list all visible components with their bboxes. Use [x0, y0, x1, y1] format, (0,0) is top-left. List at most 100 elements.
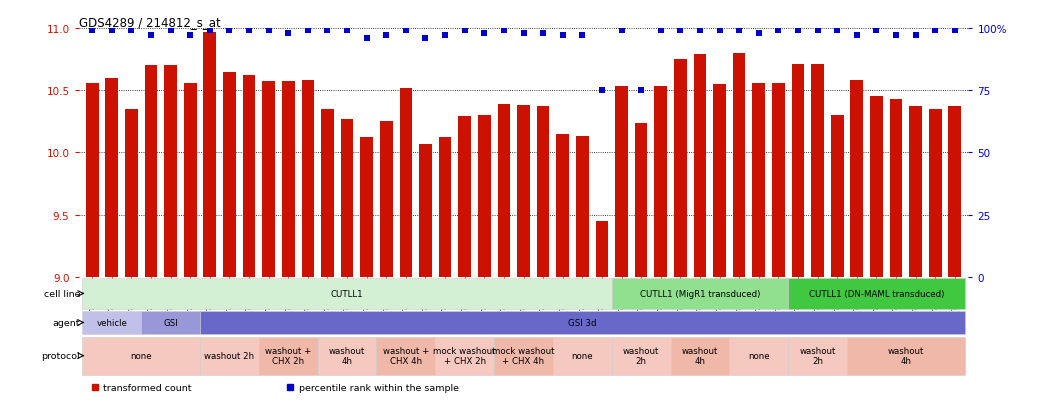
Bar — [83, 311, 141, 334]
Point — [280, 31, 296, 37]
Bar — [654, 87, 667, 277]
Bar — [670, 337, 730, 375]
Point — [378, 33, 395, 40]
Bar — [553, 337, 611, 375]
Bar — [400, 88, 413, 277]
Point — [731, 28, 748, 35]
Bar — [674, 60, 687, 277]
Bar — [850, 81, 863, 277]
Bar — [792, 65, 804, 277]
Bar — [556, 134, 570, 277]
Bar — [576, 137, 588, 277]
Bar — [141, 311, 200, 334]
Bar — [200, 311, 964, 334]
Point — [456, 28, 473, 35]
Bar — [200, 337, 259, 375]
Point — [770, 28, 786, 35]
Bar — [317, 337, 377, 375]
Bar — [497, 104, 510, 277]
Text: cell line: cell line — [44, 289, 80, 298]
Text: GSI 3d: GSI 3d — [569, 318, 597, 327]
Bar — [909, 107, 922, 277]
Point — [692, 28, 709, 35]
Text: none: none — [572, 351, 593, 360]
Point — [711, 28, 728, 35]
Bar — [753, 83, 765, 277]
Bar — [439, 138, 451, 277]
Point — [437, 33, 453, 40]
Point — [829, 28, 846, 35]
Text: washout
4h: washout 4h — [888, 346, 923, 366]
Point — [888, 33, 905, 40]
Bar — [380, 122, 393, 277]
Point — [104, 28, 120, 35]
Bar — [611, 278, 788, 309]
Point — [927, 28, 943, 35]
Text: CUTLL1: CUTLL1 — [331, 289, 363, 298]
Bar — [811, 65, 824, 277]
Point — [594, 88, 610, 94]
Text: washout +
CHX 4h: washout + CHX 4h — [383, 346, 429, 366]
Point — [789, 28, 806, 35]
Bar — [611, 337, 670, 375]
Point — [358, 36, 375, 42]
Bar — [730, 337, 788, 375]
Text: transformed count: transformed count — [104, 383, 192, 392]
Bar — [360, 138, 373, 277]
Bar — [929, 109, 941, 277]
Bar — [596, 221, 608, 277]
Bar — [203, 33, 217, 277]
Bar — [870, 97, 883, 277]
Text: washout +
CHX 2h: washout + CHX 2h — [265, 346, 311, 366]
Point — [261, 28, 277, 35]
Point — [476, 31, 493, 37]
Text: agent: agent — [52, 318, 80, 327]
Text: mock washout
+ CHX 2h: mock washout + CHX 2h — [433, 346, 496, 366]
Point — [162, 28, 179, 35]
Bar — [164, 66, 177, 277]
Bar — [477, 116, 491, 277]
Bar — [830, 116, 844, 277]
Point — [907, 33, 923, 40]
Point — [848, 33, 865, 40]
Point — [417, 36, 433, 42]
Bar — [693, 55, 707, 277]
Bar — [537, 107, 550, 277]
Bar — [282, 82, 294, 277]
Point — [221, 28, 238, 35]
Text: mock washout
+ CHX 4h: mock washout + CHX 4h — [492, 346, 555, 366]
Text: GDS4289 / 214812_s_at: GDS4289 / 214812_s_at — [79, 16, 220, 29]
Point — [809, 28, 826, 35]
Bar — [616, 87, 628, 277]
Point — [338, 28, 355, 35]
Bar — [772, 83, 784, 277]
Text: washout 2h: washout 2h — [204, 351, 254, 360]
Text: GSI: GSI — [163, 318, 178, 327]
Point — [319, 28, 336, 35]
Text: washout
4h: washout 4h — [329, 346, 365, 366]
Bar — [788, 278, 964, 309]
Bar — [263, 82, 275, 277]
Text: washout
2h: washout 2h — [623, 346, 660, 366]
Bar — [634, 123, 647, 277]
Bar — [302, 81, 314, 277]
Point — [614, 28, 630, 35]
Point — [535, 31, 552, 37]
Point — [182, 33, 199, 40]
Point — [495, 28, 512, 35]
Text: washout
2h: washout 2h — [799, 346, 836, 366]
Text: none: none — [748, 351, 770, 360]
Bar — [125, 109, 138, 277]
Text: washout
4h: washout 4h — [682, 346, 718, 366]
Point — [946, 28, 963, 35]
Point — [574, 33, 591, 40]
Point — [84, 28, 101, 35]
Text: CUTLL1 (MigR1 transduced): CUTLL1 (MigR1 transduced) — [640, 289, 760, 298]
Bar — [340, 119, 354, 277]
Bar — [184, 83, 197, 277]
Bar — [713, 85, 726, 277]
Point — [652, 28, 669, 35]
Bar — [83, 278, 611, 309]
Bar — [733, 54, 745, 277]
Bar — [890, 100, 903, 277]
